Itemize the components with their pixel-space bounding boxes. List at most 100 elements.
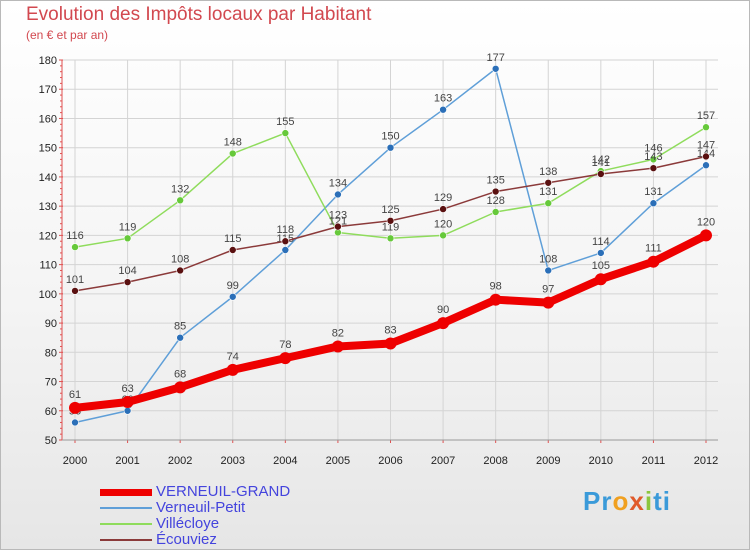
data-point xyxy=(700,229,712,242)
x-tick-label: 2002 xyxy=(168,455,192,467)
data-point xyxy=(649,155,658,164)
data-label: 63 xyxy=(121,383,133,395)
data-point xyxy=(176,266,184,275)
legend-swatch-verneuil-grand xyxy=(100,489,152,496)
data-point xyxy=(491,64,500,73)
data-point xyxy=(649,199,658,208)
series-ecouviez: 101 104 108 115 118 123 125 129 135 138 141 143 147 xyxy=(66,139,715,295)
data-point xyxy=(386,143,395,152)
legend-label-verneuil-grand: VERNEUIL-GRAND xyxy=(156,483,291,500)
data-point xyxy=(386,234,395,243)
x-tick-label: 2012 xyxy=(694,455,718,467)
y-tick-label: 120 xyxy=(39,230,57,242)
data-point xyxy=(123,278,132,286)
data-label: 108 xyxy=(539,253,557,265)
data-label: 85 xyxy=(174,321,186,333)
data-label: 128 xyxy=(486,195,504,207)
x-tick-label: 2008 xyxy=(483,455,507,467)
data-point xyxy=(384,337,397,350)
y-tick-label: 110 xyxy=(39,260,57,272)
x-tick-label: 2004 xyxy=(273,455,297,467)
x-tick-label: 2001 xyxy=(115,455,139,467)
y-tick-label: 180 xyxy=(39,55,57,67)
data-point xyxy=(544,178,553,187)
data-point xyxy=(123,406,132,415)
legend-label-ecouviez: Écouviez xyxy=(156,531,217,548)
data-point xyxy=(226,363,239,376)
data-point xyxy=(228,292,237,301)
data-label: 131 xyxy=(539,186,557,198)
data-label: 119 xyxy=(119,221,137,233)
data-point xyxy=(439,205,447,213)
data-point xyxy=(331,340,344,353)
data-label: 99 xyxy=(227,280,239,292)
data-label: 141 xyxy=(592,157,610,169)
data-point xyxy=(597,170,605,178)
data-label: 155 xyxy=(276,116,294,128)
data-point xyxy=(544,199,553,208)
legend-swatch-verneuil-petit xyxy=(100,507,152,509)
data-point xyxy=(597,249,605,257)
data-point xyxy=(123,234,132,243)
data-label: 135 xyxy=(486,175,504,187)
data-label: 120 xyxy=(697,216,715,228)
data-point xyxy=(489,293,502,306)
data-point xyxy=(279,352,292,365)
data-point xyxy=(544,266,553,275)
legend-label-villecloye: Villécloye xyxy=(156,515,220,532)
data-label: 142 xyxy=(592,154,610,166)
data-label: 125 xyxy=(381,204,399,216)
data-point xyxy=(702,123,710,132)
x-tick-label: 2006 xyxy=(378,455,402,467)
data-label: 105 xyxy=(592,260,610,272)
data-label: 118 xyxy=(277,224,295,236)
data-label: 116 xyxy=(66,230,84,242)
data-point xyxy=(542,296,555,309)
data-label: 148 xyxy=(224,137,242,149)
data-label: 123 xyxy=(329,210,347,222)
y-tick-label: 160 xyxy=(39,113,57,125)
data-point xyxy=(647,255,660,268)
data-point xyxy=(439,231,447,240)
data-point xyxy=(702,161,710,170)
y-tick-label: 170 xyxy=(39,84,57,96)
data-point xyxy=(386,216,395,225)
data-label: 104 xyxy=(118,265,136,277)
data-label: 97 xyxy=(542,284,554,296)
data-point xyxy=(71,243,79,251)
data-label: 157 xyxy=(697,110,715,122)
data-label: 134 xyxy=(329,177,347,189)
data-point xyxy=(176,196,184,205)
y-tick-label: 100 xyxy=(39,289,57,301)
data-point xyxy=(176,333,184,342)
y-tick-label: 80 xyxy=(45,347,57,359)
series-layer: 5660859911513415016317710811413114411611… xyxy=(66,52,715,427)
data-label: 121 xyxy=(329,215,347,227)
data-label: 131 xyxy=(644,186,662,198)
data-point xyxy=(228,149,237,158)
y-tick-label: 140 xyxy=(39,172,57,184)
data-point xyxy=(71,418,79,427)
data-point xyxy=(228,246,237,254)
data-label: 101 xyxy=(66,274,84,286)
data-label: 143 xyxy=(644,151,662,163)
y-tick-label: 90 xyxy=(45,318,57,330)
data-label: 177 xyxy=(486,52,504,64)
x-tick-label: 2005 xyxy=(326,455,350,467)
data-label: 132 xyxy=(171,183,189,195)
data-point xyxy=(174,381,187,394)
data-label: 82 xyxy=(332,327,344,339)
data-label: 129 xyxy=(434,192,452,204)
y-tick-label: 150 xyxy=(39,143,57,155)
data-point xyxy=(281,246,290,254)
data-point xyxy=(649,164,658,172)
gridlines xyxy=(62,59,718,441)
data-label: 61 xyxy=(69,389,81,401)
y-tick-label: 60 xyxy=(45,406,57,418)
x-tick-label: 2011 xyxy=(642,455,666,467)
data-point xyxy=(281,237,290,246)
data-point xyxy=(491,187,500,196)
data-label: 108 xyxy=(171,253,189,265)
data-label: 111 xyxy=(645,243,662,255)
